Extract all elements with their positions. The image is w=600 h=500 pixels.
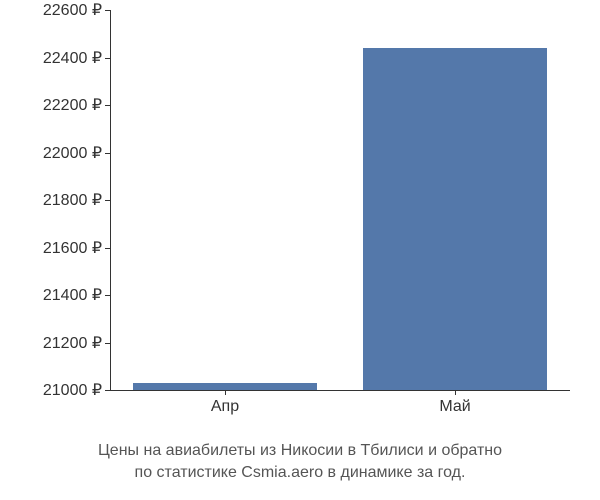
bar xyxy=(133,383,317,390)
y-tick-mark xyxy=(105,153,110,154)
x-tick-mark xyxy=(455,390,456,395)
y-tick-label: 21000 ₽ xyxy=(43,380,102,400)
y-tick-label: 22400 ₽ xyxy=(43,48,102,68)
y-tick-label: 22200 ₽ xyxy=(43,95,102,115)
y-tick-mark xyxy=(105,343,110,344)
caption-line-1: Цены на авиабилеты из Никосии в Тбилиси … xyxy=(0,440,600,462)
y-tick-mark xyxy=(105,295,110,296)
y-tick-label: 21400 ₽ xyxy=(43,285,102,305)
y-axis: 21000 ₽21200 ₽21400 ₽21600 ₽21800 ₽22000… xyxy=(20,10,110,390)
x-axis: Апр Май xyxy=(110,390,570,420)
y-tick-label: 21600 ₽ xyxy=(43,238,102,258)
y-tick-mark xyxy=(105,390,110,391)
y-tick-label: 21800 ₽ xyxy=(43,190,102,210)
chart-container: 21000 ₽ 21200 ₽ 21400 ₽ 21600 ₽ 21800 ₽ 22000… xyxy=(20,10,580,430)
y-tick-mark xyxy=(105,248,110,249)
y-tick-label: 22000 ₽ xyxy=(43,143,102,163)
y-tick-mark xyxy=(105,105,110,106)
bar xyxy=(363,48,547,390)
x-tick-label: Май xyxy=(439,398,470,416)
y-tick-label: 21200 ₽ xyxy=(43,333,102,353)
y-tick-mark xyxy=(105,200,110,201)
caption-line-2: по статистике Csmia.aero в динамике за г… xyxy=(0,462,600,484)
x-tick-label: Апр xyxy=(211,398,239,416)
y-tick-mark xyxy=(105,10,110,11)
chart-caption: Цены на авиабилеты из Никосии в Тбилиси … xyxy=(0,440,600,485)
y-tick-label: 22600 ₽ xyxy=(43,0,102,20)
plot-area xyxy=(110,10,570,390)
x-tick-mark xyxy=(225,390,226,395)
y-tick-mark xyxy=(105,58,110,59)
